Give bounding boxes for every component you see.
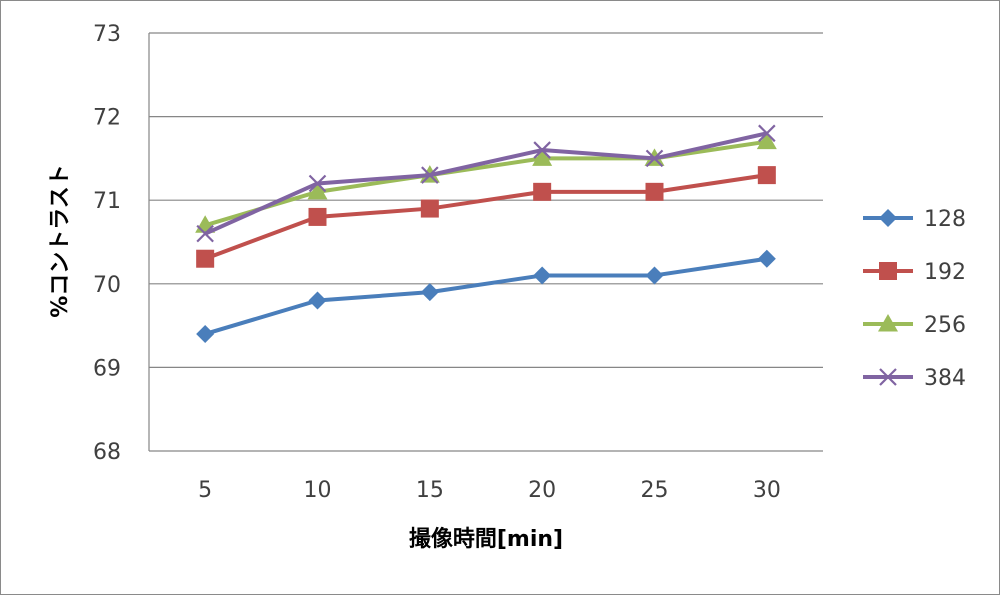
point-128-25 bbox=[645, 266, 664, 285]
y-tick-label-71: 71 bbox=[93, 189, 121, 214]
legend-marker-384 bbox=[879, 368, 897, 386]
point-384-5 bbox=[196, 224, 214, 243]
point-384-30 bbox=[758, 124, 776, 143]
point-128-20 bbox=[533, 266, 552, 285]
point-256-10 bbox=[307, 181, 328, 200]
x-tick-label-10: 10 bbox=[304, 478, 332, 503]
point-192-15 bbox=[420, 199, 439, 218]
legend-label-384: 384 bbox=[924, 366, 966, 391]
legend-item-192: 192 bbox=[863, 260, 966, 285]
y-tick-label-73: 73 bbox=[93, 22, 121, 47]
x-tick-label-15: 15 bbox=[416, 478, 444, 503]
legend-label-192: 192 bbox=[924, 260, 966, 285]
point-128-15 bbox=[420, 283, 439, 302]
y-tick-label-68: 68 bbox=[93, 440, 121, 465]
series-group bbox=[195, 124, 777, 343]
series-192 bbox=[196, 166, 776, 268]
point-128-10 bbox=[308, 291, 327, 310]
series-256 bbox=[195, 131, 777, 233]
legend-label-256: 256 bbox=[924, 313, 966, 338]
point-128-30 bbox=[757, 249, 776, 268]
x-tick-label-20: 20 bbox=[528, 478, 556, 503]
y-tick-labels: 68 69 70 71 72 73 bbox=[93, 22, 121, 465]
point-192-20 bbox=[533, 182, 552, 201]
point-384-10 bbox=[308, 174, 327, 193]
series-line-128 bbox=[204, 256, 768, 336]
legend-marker-192 bbox=[879, 262, 897, 280]
point-256-30 bbox=[756, 131, 777, 150]
x-axis-title: 撮像時間[min] bbox=[409, 526, 563, 552]
point-192-30 bbox=[757, 166, 776, 185]
series-line-192 bbox=[204, 173, 768, 261]
y-tick-label-70: 70 bbox=[93, 273, 121, 298]
x-tick-label-25: 25 bbox=[641, 478, 669, 503]
series-128 bbox=[196, 249, 776, 343]
legend-item-256: 256 bbox=[863, 313, 966, 338]
legend-item-384: 384 bbox=[863, 366, 966, 391]
point-384-25 bbox=[645, 149, 664, 168]
point-128-5 bbox=[196, 324, 215, 343]
point-192-5 bbox=[196, 249, 215, 268]
point-256-20 bbox=[532, 148, 553, 166]
x-tick-label-5: 5 bbox=[198, 478, 212, 503]
point-384-20 bbox=[533, 141, 551, 159]
y-axis-title: %コントラスト bbox=[48, 164, 73, 318]
series-line-384 bbox=[204, 131, 768, 236]
point-384-15 bbox=[421, 166, 439, 184]
point-192-10 bbox=[308, 207, 327, 226]
legend-marker-128 bbox=[879, 209, 897, 227]
legend-item-128: 128 bbox=[863, 207, 966, 232]
x-tick-label-30: 30 bbox=[753, 478, 781, 503]
series-line-256 bbox=[204, 139, 768, 228]
x-tick-labels: 5 10 15 20 25 30 bbox=[198, 478, 781, 503]
legend-marker-256 bbox=[878, 314, 898, 332]
legend-label-128: 128 bbox=[924, 207, 966, 232]
point-192-25 bbox=[645, 182, 664, 201]
legend: 128 192 256 384 bbox=[863, 207, 966, 391]
y-tick-label-69: 69 bbox=[93, 356, 121, 381]
y-tick-label-72: 72 bbox=[93, 106, 121, 131]
series-384 bbox=[196, 124, 776, 243]
